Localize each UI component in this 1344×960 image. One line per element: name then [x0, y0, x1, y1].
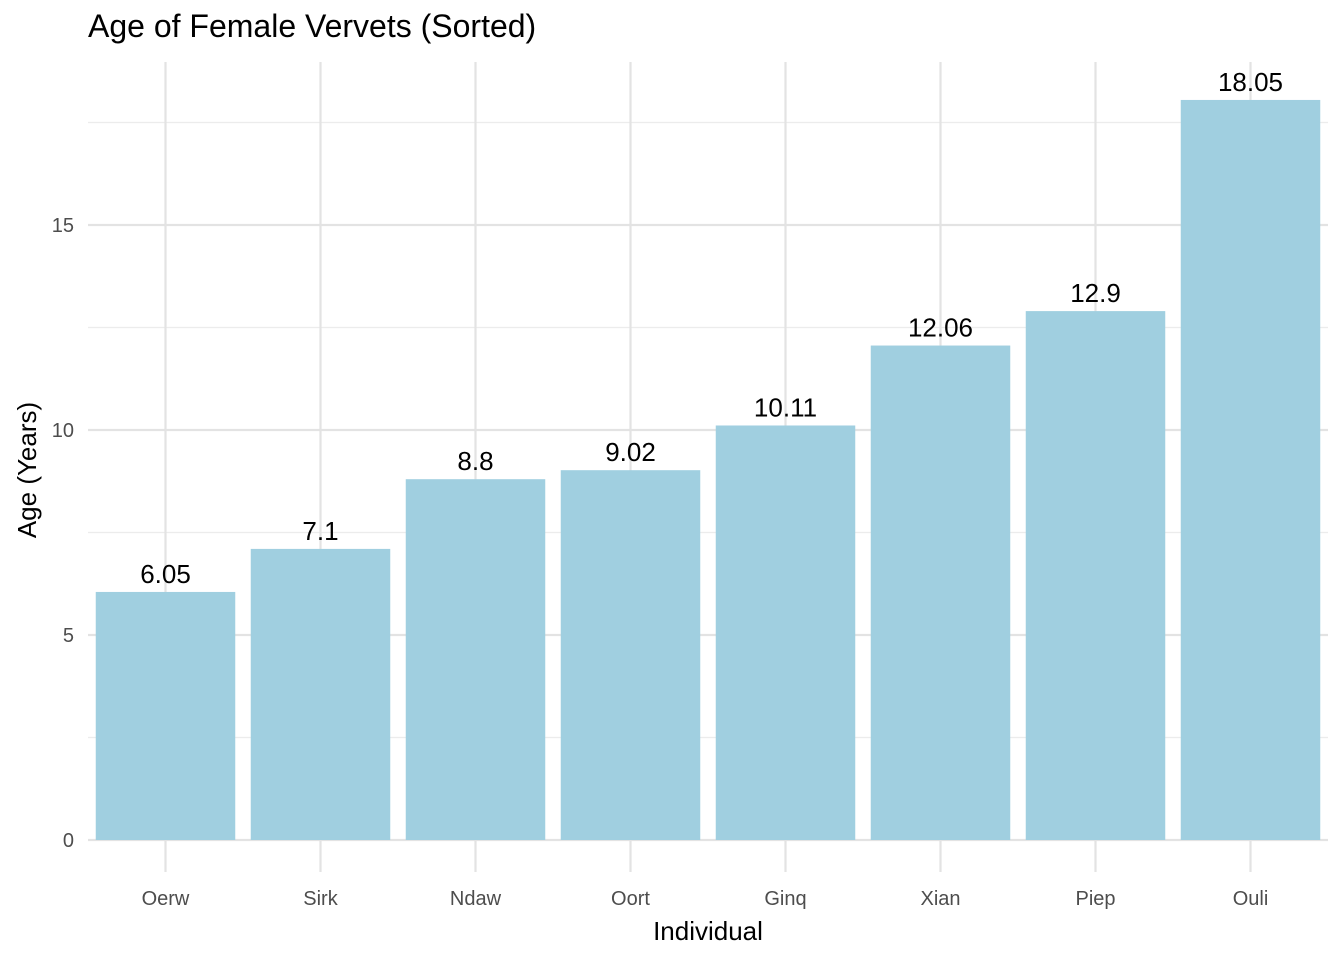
x-tick-label: Xian	[920, 888, 960, 910]
x-tick-label: Oerw	[142, 888, 190, 910]
bar-oort	[560, 470, 701, 840]
y-tick-label: 0	[63, 830, 74, 852]
data-label: 6.05	[140, 559, 191, 589]
data-labels: 6.05 7.1 8.8 9.02 10.11 12.06 12.9 18.05	[140, 67, 1283, 589]
data-label: 12.06	[908, 313, 973, 343]
x-tick-label: Sirk	[303, 888, 338, 910]
x-tick-label: Piep	[1075, 888, 1115, 910]
data-label: 18.05	[1218, 67, 1283, 97]
x-tick-label: Oort	[611, 888, 650, 910]
y-axis-title: Age (Years)	[12, 402, 42, 538]
y-tick-label: 15	[52, 215, 74, 237]
x-axis-title: Individual	[653, 916, 763, 946]
data-label: 9.02	[605, 437, 656, 467]
bar-ndaw	[405, 479, 546, 840]
bar-sirk	[250, 548, 391, 840]
chart-title: Age of Female Vervets (Sorted)	[88, 8, 537, 44]
bar-ouli	[1180, 99, 1321, 840]
bar-piep	[1025, 311, 1166, 841]
data-label: 7.1	[302, 516, 338, 546]
bars	[95, 99, 1321, 841]
y-tick-label: 10	[52, 420, 74, 442]
bar-oerw	[95, 591, 236, 840]
bar-ginq	[715, 425, 856, 840]
data-label: 10.11	[754, 392, 817, 422]
bar-xian	[870, 345, 1011, 840]
x-tick-label: Ndaw	[450, 888, 502, 910]
y-tick-label: 5	[63, 625, 74, 647]
x-tick-label: Ouli	[1233, 888, 1269, 910]
axes: 0 5 10 15 Oerw Sirk Ndaw Oort Ginq Xian Piep Ouli	[52, 215, 1269, 910]
x-tick-label: Ginq	[764, 888, 806, 910]
data-label: 8.8	[457, 446, 493, 476]
data-label: 12.9	[1070, 278, 1121, 308]
